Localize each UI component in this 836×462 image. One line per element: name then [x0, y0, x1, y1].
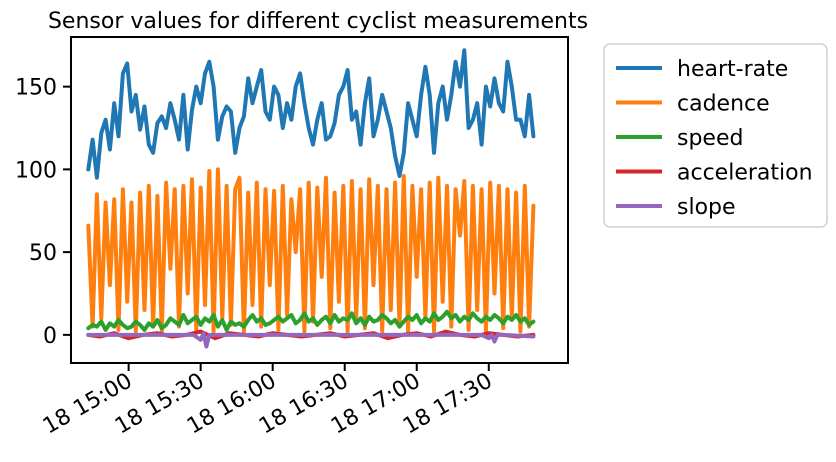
legend-label-heart-rate: heart-rate: [677, 57, 788, 82]
y-tick-label: 0: [43, 324, 57, 349]
y-tick-label: 50: [29, 241, 57, 266]
legend: heart-rate cadence speed acceleration slope: [603, 43, 828, 228]
plot-frame: [70, 36, 569, 364]
series-line-speed: [86, 309, 536, 332]
y-tick-label: 100: [15, 158, 57, 183]
series-line-heart-rate: [86, 48, 536, 180]
legend-label-cadence: cadence: [677, 92, 770, 117]
series-line-cadence: [86, 167, 536, 334]
y-tick-label: 150: [15, 76, 57, 101]
chart-title: Sensor values for different cyclist meas…: [48, 9, 588, 34]
y-axis: 0 50 100 150: [15, 76, 71, 349]
legend-label-speed: speed: [677, 126, 743, 151]
legend-label-acceleration: acceleration: [677, 161, 813, 186]
series-layer: [86, 48, 536, 349]
legend-label-slope: slope: [677, 195, 736, 220]
series-line-slope: [86, 331, 536, 349]
legend-box: [603, 43, 828, 228]
